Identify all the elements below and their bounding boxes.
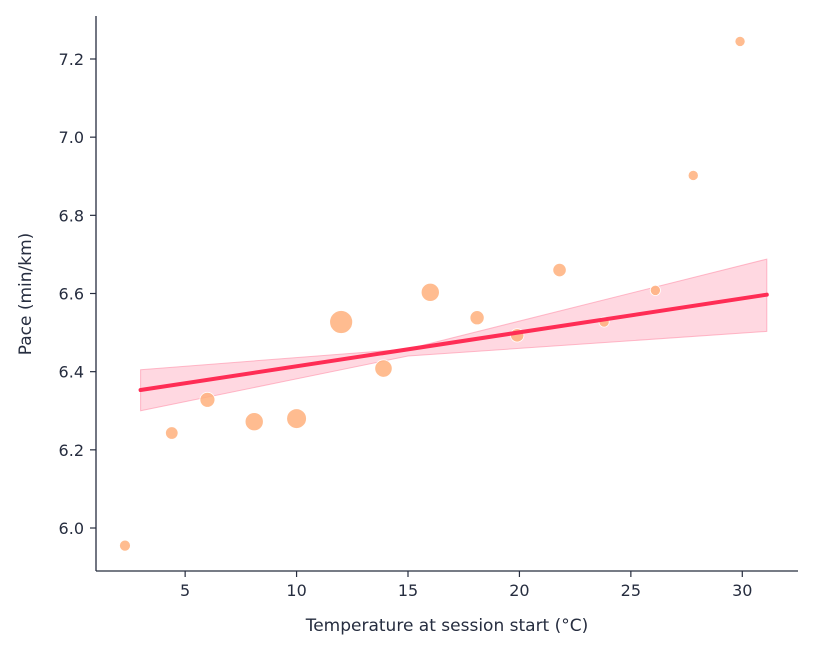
data-point-5 <box>286 408 307 429</box>
y-tick-label: 6.0 <box>59 519 84 538</box>
y-tick-label: 6.6 <box>59 285 84 304</box>
data-point-9 <box>469 310 485 326</box>
data-point-11 <box>552 262 567 278</box>
data-point-13 <box>649 284 661 296</box>
x-axis-label: Temperature at session start (°C) <box>305 616 589 636</box>
y-tick-label: 7.2 <box>59 50 84 69</box>
x-tick-label: 15 <box>398 581 418 600</box>
data-point-15 <box>734 35 746 47</box>
x-tick-label: 25 <box>621 581 641 600</box>
data-point-14 <box>687 169 699 181</box>
data-point-7 <box>374 359 393 378</box>
x-tick-label: 30 <box>732 581 752 600</box>
x-tick-label: 10 <box>286 581 306 600</box>
y-tick-label: 6.2 <box>59 441 84 460</box>
x-tick-label: 5 <box>180 581 190 600</box>
data-point-2 <box>165 426 179 440</box>
confidence-band-layer <box>140 258 768 412</box>
y-tick-label: 6.8 <box>59 206 84 225</box>
y-tick-label: 6.4 <box>59 363 84 382</box>
regression-line <box>138 292 769 393</box>
confidence-band <box>140 258 768 412</box>
data-point-3 <box>199 391 216 408</box>
regression-line-layer <box>138 292 769 393</box>
y-axis-label: Pace (min/km) <box>16 233 36 356</box>
points-layer <box>119 35 746 552</box>
y-tick-label: 7.0 <box>59 128 84 147</box>
data-point-1 <box>119 539 131 552</box>
axes: 5 10 15 20 25 30 6.0 6.2 6.4 6.6 6.8 7.0 7.2 <box>59 16 798 600</box>
data-point-8 <box>420 282 440 302</box>
data-point-4 <box>244 412 264 432</box>
x-tick-label: 20 <box>509 581 529 600</box>
data-point-6 <box>329 310 354 334</box>
